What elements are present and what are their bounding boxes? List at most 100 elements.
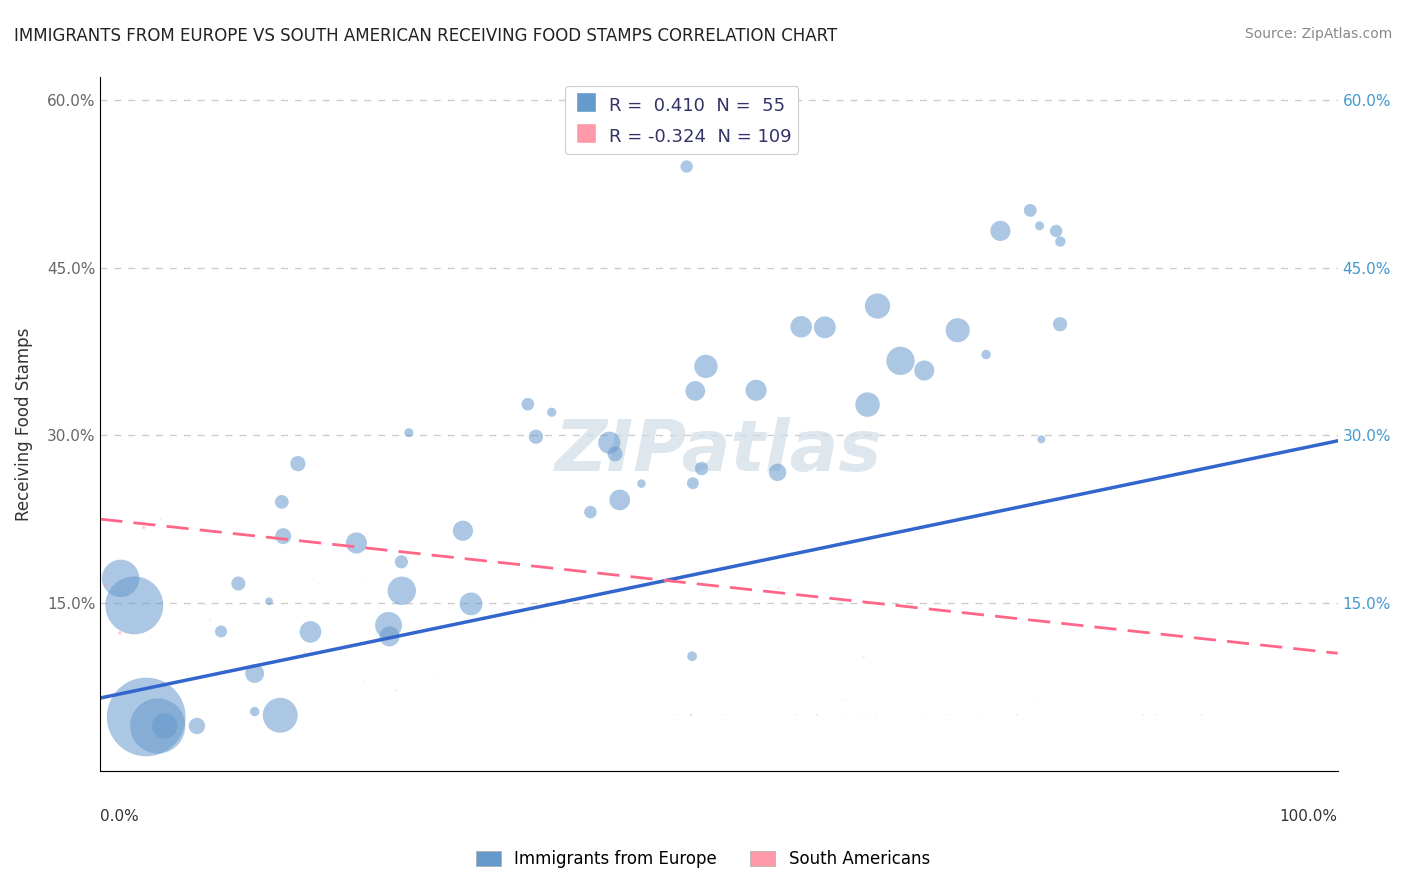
Point	[699, 707, 721, 722]
Point	[287, 457, 309, 471]
Point	[423, 672, 446, 686]
Point	[806, 707, 828, 722]
Point	[231, 573, 253, 587]
Point	[848, 707, 870, 722]
Point	[1137, 707, 1160, 722]
Point	[516, 671, 538, 685]
Point	[371, 533, 394, 548]
Point	[198, 517, 221, 532]
Point	[790, 319, 813, 334]
Point	[1147, 707, 1170, 722]
Legend: R =  0.410  N =  55, R = -0.324  N = 109: R = 0.410 N = 55, R = -0.324 N = 109	[565, 87, 799, 154]
Point	[259, 655, 281, 669]
Point	[516, 397, 538, 411]
Point	[681, 707, 703, 722]
Point	[1247, 707, 1270, 722]
Point	[673, 678, 696, 692]
Point	[416, 578, 439, 592]
Point	[768, 581, 790, 595]
Point	[1028, 219, 1050, 233]
Point	[889, 354, 911, 368]
Point	[278, 670, 301, 684]
Point	[228, 576, 250, 591]
Point	[865, 707, 887, 722]
Point	[250, 551, 273, 566]
Point	[1175, 699, 1198, 714]
Point	[222, 598, 245, 612]
Point	[1143, 707, 1166, 722]
Point	[852, 649, 875, 664]
Point	[544, 607, 567, 622]
Point	[741, 655, 763, 669]
Point	[665, 707, 688, 722]
Point	[524, 430, 547, 444]
Point	[100, 566, 122, 580]
Point	[209, 624, 232, 639]
Point	[124, 599, 146, 613]
Point	[1157, 707, 1180, 722]
Point	[832, 694, 855, 708]
Point	[200, 612, 222, 626]
Point	[946, 323, 969, 337]
Text: Source: ZipAtlas.com: Source: ZipAtlas.com	[1244, 27, 1392, 41]
Point	[443, 597, 465, 611]
Point	[814, 320, 837, 334]
Point	[243, 705, 266, 719]
Point	[927, 659, 949, 673]
Point	[783, 707, 806, 722]
Point	[391, 583, 413, 598]
Point	[208, 524, 231, 539]
Point	[886, 707, 908, 722]
Point	[299, 624, 322, 639]
Point	[356, 526, 378, 541]
Point	[1087, 707, 1109, 722]
Point	[522, 583, 544, 598]
Point	[1019, 203, 1042, 218]
Point	[915, 707, 938, 722]
Point	[149, 513, 172, 527]
Text: 100.0%: 100.0%	[1279, 809, 1337, 824]
Point	[945, 696, 967, 710]
Point	[451, 524, 474, 538]
Point	[734, 707, 756, 722]
Point	[1031, 433, 1053, 447]
Point	[603, 447, 626, 461]
Point	[579, 505, 602, 519]
Point	[682, 476, 704, 491]
Point	[1132, 707, 1154, 722]
Point	[1220, 707, 1243, 722]
Point	[1121, 707, 1143, 722]
Point	[350, 572, 373, 586]
Point	[855, 707, 877, 722]
Point	[110, 571, 132, 585]
Point	[375, 640, 398, 654]
Point	[685, 384, 707, 398]
Point	[1233, 707, 1256, 722]
Point	[1045, 224, 1067, 238]
Point	[1049, 317, 1071, 331]
Point	[869, 697, 891, 711]
Point	[378, 629, 401, 643]
Point	[862, 670, 884, 684]
Point	[681, 649, 703, 664]
Point	[522, 615, 544, 629]
Point	[1189, 707, 1212, 722]
Point	[695, 359, 717, 374]
Point	[118, 566, 141, 580]
Text: IMMIGRANTS FROM EUROPE VS SOUTH AMERICAN RECEIVING FOOD STAMPS CORRELATION CHART: IMMIGRANTS FROM EUROPE VS SOUTH AMERICAN…	[14, 27, 838, 45]
Point	[901, 707, 924, 722]
Point	[489, 632, 512, 647]
Point	[745, 383, 768, 397]
Point	[540, 405, 562, 419]
Point	[756, 707, 779, 722]
Point	[153, 719, 176, 733]
Point	[374, 608, 396, 623]
Point	[271, 529, 294, 543]
Point	[257, 594, 280, 608]
Point	[319, 594, 342, 608]
Point	[297, 610, 319, 624]
Point	[488, 665, 510, 679]
Text: ZIPatlas: ZIPatlas	[555, 417, 883, 486]
Point	[942, 656, 965, 670]
Point	[368, 563, 391, 577]
